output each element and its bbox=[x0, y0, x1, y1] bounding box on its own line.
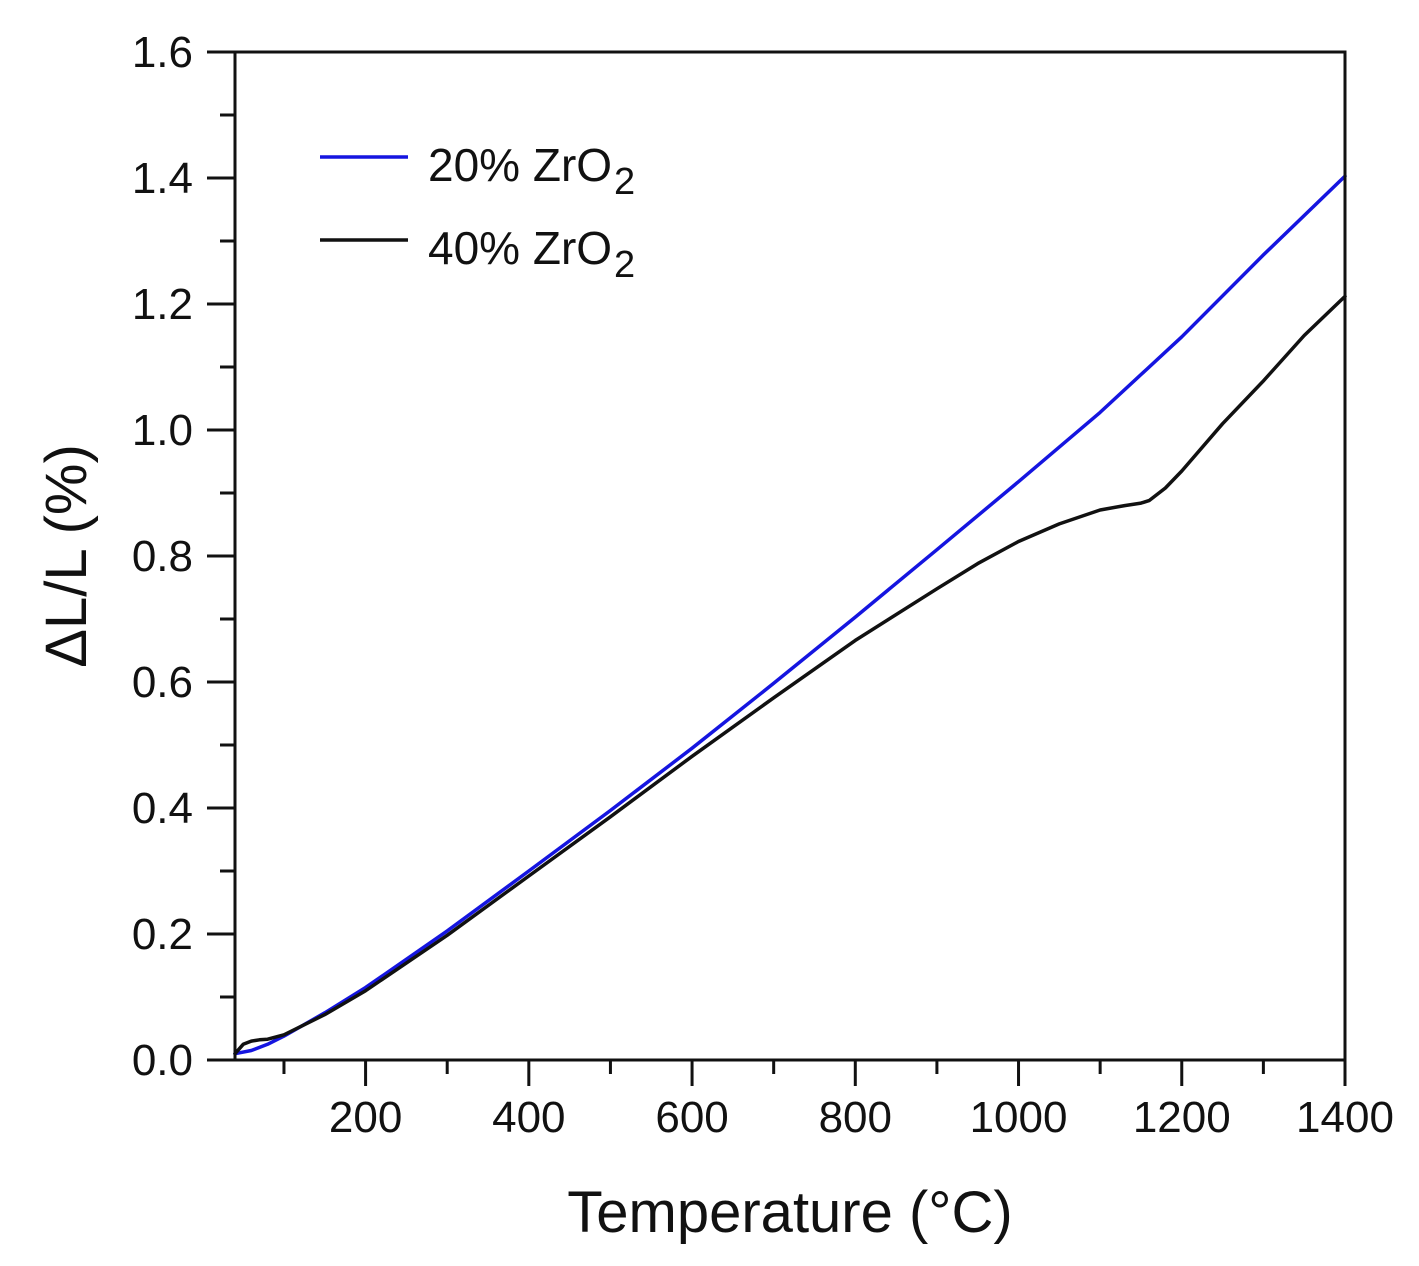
x-axis-title: Temperature (°C) bbox=[567, 1180, 1012, 1245]
y-tick-label: 0.0 bbox=[132, 1036, 193, 1085]
y-tick-label: 0.2 bbox=[132, 910, 193, 959]
legend-label-1: 20% ZrO2 bbox=[428, 139, 635, 203]
y-tick-label: 1.2 bbox=[132, 280, 193, 329]
x-tick-label: 600 bbox=[655, 1093, 728, 1142]
y-tick-label: 1.6 bbox=[132, 28, 193, 77]
y-tick-label: 1.4 bbox=[132, 154, 193, 203]
x-tick-label: 800 bbox=[819, 1093, 892, 1142]
legend-label-subscript: 2 bbox=[614, 244, 635, 286]
series-line-1 bbox=[233, 174, 1347, 1056]
y-tick-label: 1.0 bbox=[132, 406, 193, 455]
x-tick-label: 200 bbox=[329, 1093, 402, 1142]
legend-label-subscript: 2 bbox=[614, 161, 635, 203]
y-axis-title: ΔL/L (%) bbox=[34, 444, 99, 668]
y-tick-label: 0.4 bbox=[132, 784, 193, 833]
legend-label-2: 40% ZrO2 bbox=[428, 222, 635, 286]
plot-frame bbox=[233, 50, 1347, 1062]
x-tick-label: 1000 bbox=[970, 1093, 1068, 1142]
legend-label-text: 20% ZrO bbox=[428, 139, 612, 191]
y-tick-label: 0.8 bbox=[132, 532, 193, 581]
x-tick-label: 400 bbox=[492, 1093, 565, 1142]
x-tick-label: 1400 bbox=[1296, 1093, 1394, 1142]
y-tick-label: 0.6 bbox=[132, 658, 193, 707]
series-line-2 bbox=[233, 294, 1347, 1056]
x-tick-label: 1200 bbox=[1133, 1093, 1231, 1142]
legend-label-text: 40% ZrO bbox=[428, 222, 612, 274]
